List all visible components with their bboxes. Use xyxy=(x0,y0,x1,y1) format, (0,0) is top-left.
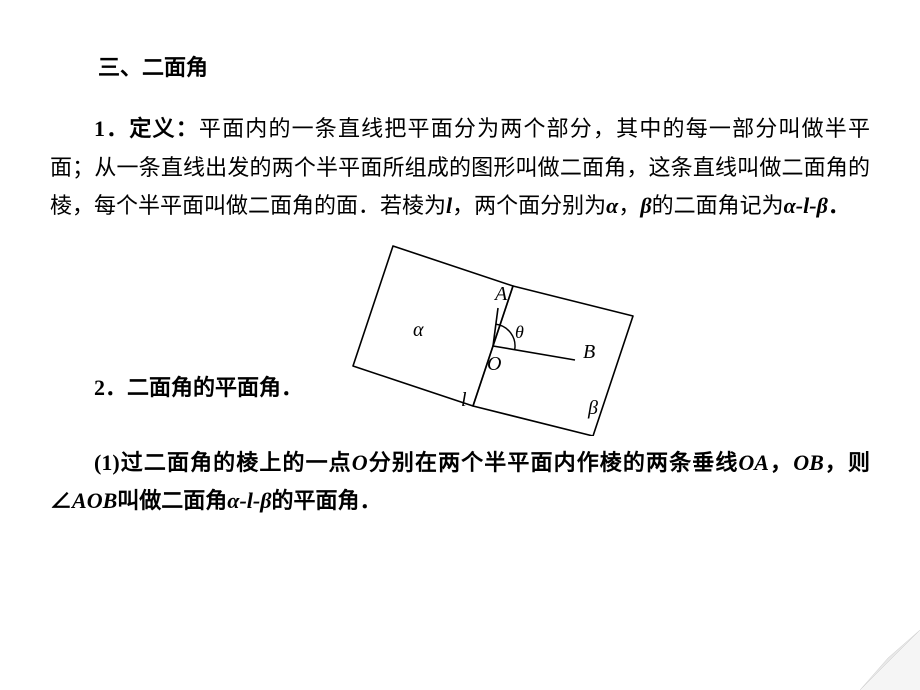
svg-text:θ: θ xyxy=(515,322,524,342)
segment-OB xyxy=(493,346,575,360)
svg-text:A: A xyxy=(493,283,508,305)
p1-body-d: 的二面角记为 xyxy=(652,193,784,218)
p1-body-b: ，两个面分别为 xyxy=(452,193,606,218)
svg-text:O: O xyxy=(487,353,501,375)
p1-body-c: ， xyxy=(618,193,640,218)
section-title-text: 三、二面角 xyxy=(98,55,208,80)
svg-text:α: α xyxy=(413,319,424,341)
p3-a: (1)过二面角的棱上的一点 xyxy=(94,450,352,475)
slide-page: 三、二面角 1．定义：平面内的一条直线把平面分为两个部分，其中的每一部分叫做半平… xyxy=(0,0,920,690)
p3-AOB: AOB xyxy=(72,488,117,513)
p1-beta: β xyxy=(640,193,651,218)
p3-b: 分别在两个半平面内作棱的两条垂线 xyxy=(368,450,739,475)
svg-text:l: l xyxy=(461,389,467,411)
section-title: 三、二面角 xyxy=(98,50,870,82)
p1-lead: 1．定义： xyxy=(94,116,199,141)
svg-text:B: B xyxy=(583,341,595,363)
p3-OA: OA xyxy=(738,450,769,475)
paragraph-2: 2．二面角的平面角． xyxy=(50,369,303,408)
p1-alpha: α xyxy=(606,193,618,218)
p3-O: O xyxy=(352,450,368,475)
svg-text:β: β xyxy=(587,397,598,419)
p3-notation: α-l-β xyxy=(227,488,271,513)
paragraph-3: (1)过二面角的棱上的一点O分别在两个半平面内作棱的两条垂线OA，OB，则∠AO… xyxy=(50,444,870,521)
p2-wrap: 2．二面角的平面角． xyxy=(50,369,303,436)
p2-text: 2．二面角的平面角． xyxy=(94,375,303,400)
left-plane xyxy=(353,246,513,406)
dihedral-angle-diagram: α β l A B Oθ xyxy=(343,236,643,436)
diagram-row: 2．二面角的平面角． α β l A B Oθ xyxy=(50,236,870,436)
page-corner-fold-icon xyxy=(860,630,920,690)
p1-notation: α-l-β xyxy=(784,193,828,218)
p3-e: 叫做二面角 xyxy=(117,488,227,513)
p3-f: 的平面角． xyxy=(272,488,382,513)
p3-c: ， xyxy=(769,450,793,475)
paragraph-definition: 1．定义：平面内的一条直线把平面分为两个部分，其中的每一部分叫做半平面；从一条直… xyxy=(50,110,870,226)
p3-OB: OB xyxy=(793,450,824,475)
p1-end: ． xyxy=(828,193,850,218)
